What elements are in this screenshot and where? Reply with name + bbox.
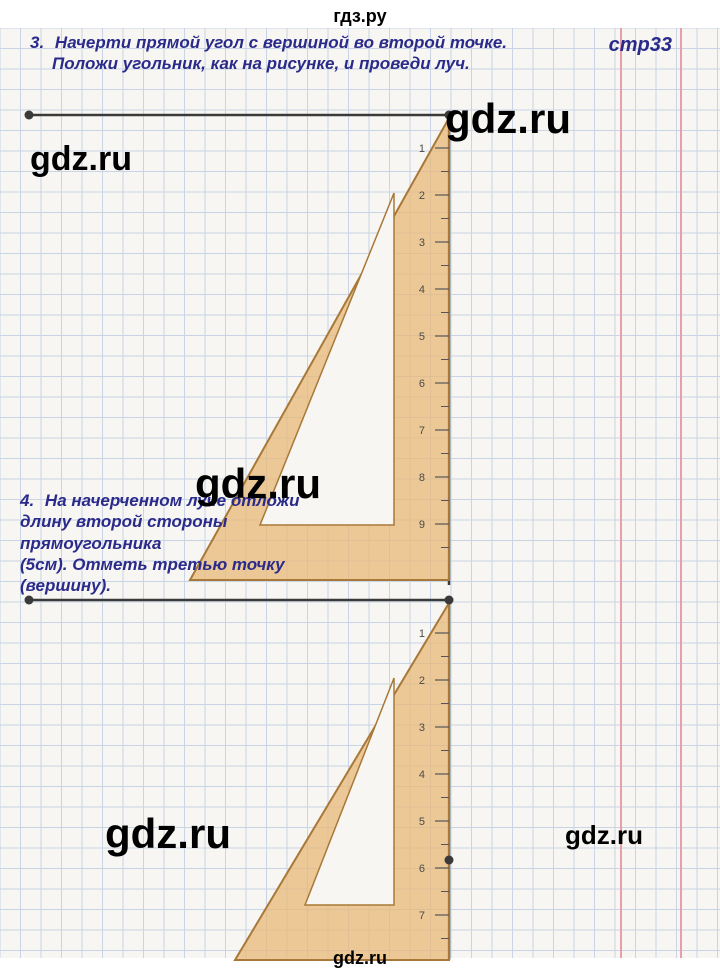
watermark: gdz.ru	[195, 460, 321, 508]
watermark: gdz.ru	[565, 820, 643, 851]
svg-text:7: 7	[419, 910, 425, 922]
task3-line2: Положи угольник, как на рисунке, и прове…	[52, 54, 470, 73]
task4-number: 4.	[20, 491, 34, 510]
svg-text:2: 2	[419, 675, 425, 687]
svg-text:3: 3	[419, 722, 425, 734]
page-label: стр33	[609, 34, 672, 57]
svg-text:4: 4	[419, 769, 425, 781]
watermark: gdz.ru	[30, 140, 132, 179]
watermark: gdz.ru	[105, 810, 231, 858]
page: гдз.ру gdz.ru стр33 3. Начерти прямой уг…	[0, 0, 720, 973]
svg-text:5: 5	[419, 816, 425, 828]
svg-text:1: 1	[419, 628, 425, 640]
site-header: гдз.ру	[0, 6, 720, 27]
task4-line3: (5см). Отметь третью точку (вершину).	[20, 555, 285, 595]
svg-text:6: 6	[419, 863, 425, 875]
watermark: gdz.ru	[445, 95, 571, 143]
task3-line1: Начерти прямой угол с вершиной во второй…	[55, 33, 507, 52]
task3-number: 3.	[30, 33, 44, 52]
task3-text: 3. Начерти прямой угол с вершиной во вто…	[30, 32, 507, 75]
site-footer: gdz.ru	[0, 948, 720, 969]
task4-line2: длину второй стороны прямоугольника	[20, 512, 227, 552]
